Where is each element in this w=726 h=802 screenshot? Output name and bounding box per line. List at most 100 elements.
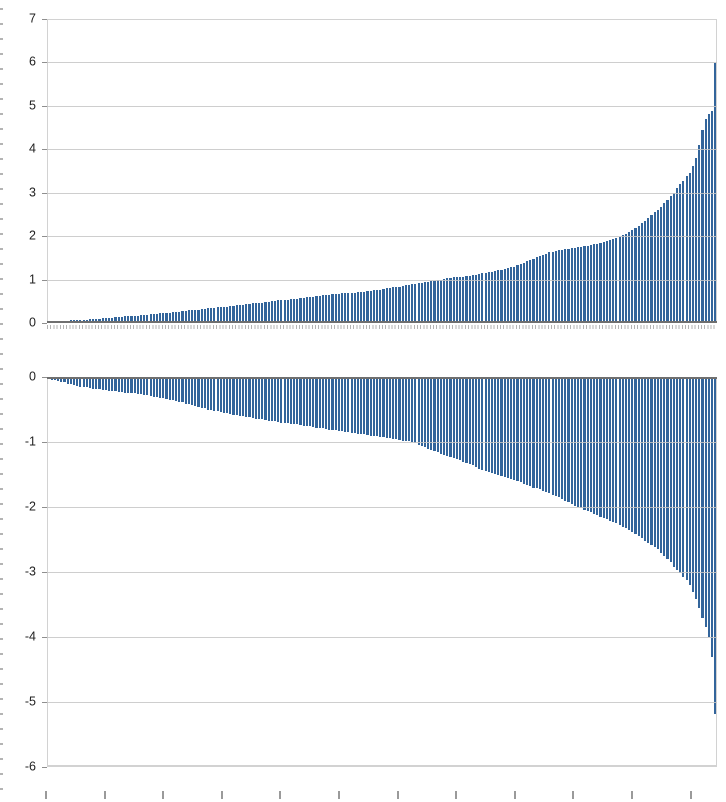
bar[interactable] bbox=[570, 248, 573, 323]
bar[interactable] bbox=[194, 309, 197, 323]
bar[interactable] bbox=[443, 377, 446, 455]
bar[interactable] bbox=[344, 377, 347, 432]
bar[interactable] bbox=[497, 270, 500, 323]
bar[interactable] bbox=[152, 377, 155, 397]
bar[interactable] bbox=[666, 377, 669, 559]
bar[interactable] bbox=[379, 289, 382, 323]
bar[interactable] bbox=[612, 239, 615, 323]
bar[interactable] bbox=[675, 188, 679, 323]
bar[interactable] bbox=[324, 377, 328, 429]
bar[interactable] bbox=[704, 118, 707, 323]
bar[interactable] bbox=[251, 303, 254, 323]
bar[interactable] bbox=[455, 276, 458, 323]
bar[interactable] bbox=[653, 377, 656, 548]
bar[interactable] bbox=[653, 212, 656, 323]
bar[interactable] bbox=[506, 377, 510, 478]
bar[interactable] bbox=[139, 315, 143, 323]
bar[interactable] bbox=[628, 377, 631, 531]
bar[interactable] bbox=[347, 377, 350, 433]
bar[interactable] bbox=[178, 377, 181, 402]
bar[interactable] bbox=[197, 309, 200, 323]
bar[interactable] bbox=[114, 317, 117, 323]
bar[interactable] bbox=[695, 157, 698, 323]
bar[interactable] bbox=[382, 288, 385, 323]
bar[interactable] bbox=[474, 377, 478, 468]
bar[interactable] bbox=[184, 377, 187, 404]
bar[interactable] bbox=[235, 305, 238, 323]
bar[interactable] bbox=[369, 290, 372, 323]
bar[interactable] bbox=[104, 318, 108, 323]
bar[interactable] bbox=[711, 377, 714, 657]
bar[interactable] bbox=[497, 377, 500, 476]
bar[interactable] bbox=[420, 377, 423, 446]
bar[interactable] bbox=[108, 317, 111, 323]
bar[interactable] bbox=[111, 317, 114, 323]
bar[interactable] bbox=[458, 276, 462, 323]
bar[interactable] bbox=[698, 144, 701, 323]
bar[interactable] bbox=[213, 377, 216, 411]
bar[interactable] bbox=[165, 313, 168, 323]
bar[interactable] bbox=[535, 257, 538, 323]
bar[interactable] bbox=[162, 377, 165, 399]
bar[interactable] bbox=[561, 249, 564, 323]
bar[interactable] bbox=[465, 276, 468, 323]
bar[interactable] bbox=[522, 262, 525, 323]
bar[interactable] bbox=[200, 377, 203, 408]
bar[interactable] bbox=[187, 310, 190, 323]
bar[interactable] bbox=[379, 377, 382, 437]
bar[interactable] bbox=[238, 304, 242, 323]
bar[interactable] bbox=[347, 293, 350, 323]
bar[interactable] bbox=[525, 261, 529, 323]
bar[interactable] bbox=[567, 248, 570, 323]
bar[interactable] bbox=[640, 377, 644, 539]
bar[interactable] bbox=[682, 180, 685, 323]
bar[interactable] bbox=[305, 377, 309, 426]
bar[interactable] bbox=[538, 377, 541, 490]
bar[interactable] bbox=[656, 209, 659, 323]
bar[interactable] bbox=[159, 313, 162, 323]
bar[interactable] bbox=[685, 176, 688, 323]
bar[interactable] bbox=[369, 377, 372, 436]
bar[interactable] bbox=[557, 377, 561, 498]
bar[interactable] bbox=[155, 377, 159, 398]
bar[interactable] bbox=[506, 268, 510, 323]
bar[interactable] bbox=[264, 302, 267, 323]
bar[interactable] bbox=[149, 314, 152, 323]
bar[interactable] bbox=[519, 263, 522, 323]
bar[interactable] bbox=[474, 274, 478, 323]
bar[interactable] bbox=[360, 377, 363, 435]
bar[interactable] bbox=[647, 377, 650, 543]
bar[interactable] bbox=[203, 308, 206, 323]
bar[interactable] bbox=[624, 233, 628, 323]
plot-area-top[interactable] bbox=[47, 19, 717, 323]
bar[interactable] bbox=[69, 377, 72, 385]
bar[interactable] bbox=[551, 251, 554, 323]
bar[interactable] bbox=[650, 215, 653, 323]
bar[interactable] bbox=[430, 281, 433, 323]
bar[interactable] bbox=[139, 377, 143, 394]
bar[interactable] bbox=[478, 377, 481, 469]
bar[interactable] bbox=[621, 377, 624, 527]
bar[interactable] bbox=[206, 377, 210, 410]
bar[interactable] bbox=[398, 286, 401, 323]
bar[interactable] bbox=[289, 299, 293, 323]
bar[interactable] bbox=[257, 302, 261, 323]
bar[interactable] bbox=[545, 377, 548, 493]
bar[interactable] bbox=[178, 311, 181, 323]
bar[interactable] bbox=[245, 377, 248, 417]
bar[interactable] bbox=[92, 377, 95, 389]
bar[interactable] bbox=[522, 377, 525, 484]
bar[interactable] bbox=[545, 253, 548, 323]
bar[interactable] bbox=[315, 377, 318, 428]
bar[interactable] bbox=[417, 377, 420, 445]
bar[interactable] bbox=[592, 244, 596, 323]
bar[interactable] bbox=[487, 272, 490, 323]
bar[interactable] bbox=[510, 377, 513, 480]
bar[interactable] bbox=[82, 377, 85, 388]
bar[interactable] bbox=[644, 220, 647, 323]
bar[interactable] bbox=[516, 377, 519, 481]
bar[interactable] bbox=[356, 377, 360, 434]
bar[interactable] bbox=[443, 279, 446, 323]
bar[interactable] bbox=[541, 254, 545, 323]
bar[interactable] bbox=[248, 303, 251, 323]
